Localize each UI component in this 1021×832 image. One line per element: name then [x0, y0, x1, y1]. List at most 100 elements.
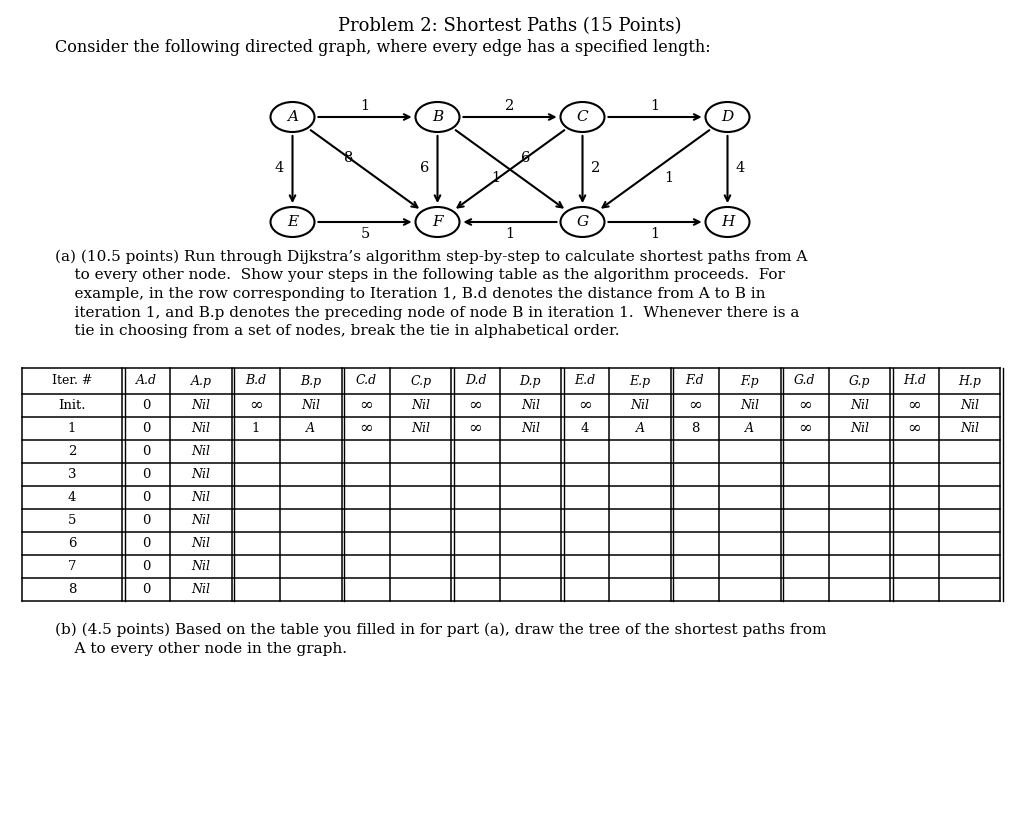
- Text: ∞: ∞: [469, 420, 483, 437]
- Text: A.d: A.d: [136, 374, 157, 388]
- Text: 8: 8: [344, 151, 353, 165]
- Text: Nil: Nil: [192, 537, 210, 550]
- Text: 7: 7: [67, 560, 77, 573]
- Ellipse shape: [561, 102, 604, 132]
- Text: 8: 8: [67, 583, 77, 596]
- Text: 6: 6: [67, 537, 77, 550]
- Text: Nil: Nil: [960, 422, 979, 435]
- Text: A.p: A.p: [191, 374, 211, 388]
- Ellipse shape: [271, 102, 314, 132]
- Text: 0: 0: [142, 560, 150, 573]
- Text: 8: 8: [691, 422, 699, 435]
- Text: E.d: E.d: [575, 374, 596, 388]
- Text: Nil: Nil: [192, 491, 210, 504]
- Text: D.p: D.p: [520, 374, 541, 388]
- Text: 1: 1: [650, 99, 660, 113]
- Text: C.d: C.d: [355, 374, 377, 388]
- Text: A: A: [745, 422, 755, 435]
- Ellipse shape: [416, 102, 459, 132]
- Text: ∞: ∞: [249, 397, 263, 414]
- Text: D: D: [722, 110, 734, 124]
- Text: 0: 0: [142, 468, 150, 481]
- Text: Nil: Nil: [850, 399, 869, 412]
- Text: E.p: E.p: [630, 374, 650, 388]
- Text: 1: 1: [665, 171, 674, 185]
- Text: 0: 0: [142, 445, 150, 458]
- Text: 4: 4: [275, 161, 284, 175]
- Text: A: A: [306, 422, 315, 435]
- Text: Nil: Nil: [850, 422, 869, 435]
- Text: ∞: ∞: [469, 397, 483, 414]
- Text: 5: 5: [360, 227, 370, 241]
- Text: Problem 2: Shortest Paths (15 Points): Problem 2: Shortest Paths (15 Points): [338, 17, 682, 35]
- Text: 2: 2: [505, 99, 515, 113]
- Text: Nil: Nil: [192, 514, 210, 527]
- Text: Iter. #: Iter. #: [52, 374, 92, 388]
- Text: Nil: Nil: [192, 422, 210, 435]
- Text: 4: 4: [581, 422, 589, 435]
- Text: H.d: H.d: [903, 374, 926, 388]
- Text: Nil: Nil: [411, 422, 430, 435]
- Text: 4: 4: [736, 161, 745, 175]
- Text: F: F: [432, 215, 443, 229]
- Text: 0: 0: [142, 422, 150, 435]
- Text: F.p: F.p: [740, 374, 760, 388]
- Text: A: A: [287, 110, 298, 124]
- Text: H.p: H.p: [958, 374, 981, 388]
- Text: to every other node.  Show your steps in the following table as the algorithm pr: to every other node. Show your steps in …: [55, 269, 785, 283]
- Text: B.d: B.d: [245, 374, 266, 388]
- Text: C.p: C.p: [410, 374, 431, 388]
- Text: 2: 2: [591, 161, 600, 175]
- Text: Nil: Nil: [192, 399, 210, 412]
- Text: 6: 6: [522, 151, 531, 165]
- Text: Nil: Nil: [192, 560, 210, 573]
- Text: 4: 4: [67, 491, 77, 504]
- Ellipse shape: [706, 207, 749, 237]
- Text: A to every other node in the graph.: A to every other node in the graph.: [55, 641, 347, 656]
- Text: 0: 0: [142, 514, 150, 527]
- Text: Nil: Nil: [411, 399, 430, 412]
- Text: 1: 1: [67, 422, 77, 435]
- Text: 2: 2: [67, 445, 77, 458]
- Ellipse shape: [706, 102, 749, 132]
- Text: Nil: Nil: [301, 399, 321, 412]
- Text: ∞: ∞: [358, 397, 373, 414]
- Text: Nil: Nil: [192, 468, 210, 481]
- Text: Nil: Nil: [740, 399, 760, 412]
- Text: G: G: [577, 215, 588, 229]
- Text: 1: 1: [650, 227, 660, 241]
- Text: 5: 5: [67, 514, 77, 527]
- Text: ∞: ∞: [797, 397, 812, 414]
- Text: Nil: Nil: [192, 583, 210, 596]
- Text: ∞: ∞: [358, 420, 373, 437]
- Text: tie in choosing from a set of nodes, break the tie in alphabetical order.: tie in choosing from a set of nodes, bre…: [55, 324, 620, 338]
- Text: Init.: Init.: [58, 399, 86, 412]
- Text: 1: 1: [505, 227, 515, 241]
- Text: A: A: [636, 422, 644, 435]
- Text: B.p: B.p: [300, 374, 322, 388]
- Text: 1: 1: [360, 99, 370, 113]
- Text: B: B: [432, 110, 443, 124]
- Text: 1: 1: [491, 171, 500, 185]
- Text: Nil: Nil: [631, 399, 649, 412]
- Text: C: C: [577, 110, 588, 124]
- Text: 1: 1: [252, 422, 260, 435]
- Text: Nil: Nil: [960, 399, 979, 412]
- Text: 0: 0: [142, 491, 150, 504]
- Text: 6: 6: [420, 161, 429, 175]
- Text: ∞: ∞: [908, 420, 921, 437]
- Text: Nil: Nil: [192, 445, 210, 458]
- Text: 0: 0: [142, 537, 150, 550]
- Text: (a) (10.5 points) Run through Dijkstra’s algorithm step-by-step to calculate sho: (a) (10.5 points) Run through Dijkstra’s…: [55, 250, 808, 265]
- Text: example, in the row corresponding to Iteration 1, B.d denotes the distance from : example, in the row corresponding to Ite…: [55, 287, 766, 301]
- Text: ∞: ∞: [797, 420, 812, 437]
- Text: D.d: D.d: [465, 374, 486, 388]
- Text: 3: 3: [67, 468, 77, 481]
- Ellipse shape: [416, 207, 459, 237]
- Text: ∞: ∞: [908, 397, 921, 414]
- Ellipse shape: [561, 207, 604, 237]
- Text: (b) (4.5 points) Based on the table you filled in for part (a), draw the tree of: (b) (4.5 points) Based on the table you …: [55, 623, 826, 637]
- Text: H: H: [721, 215, 734, 229]
- Text: iteration 1, and B.p denotes the preceding node of node B in iteration 1.  Whene: iteration 1, and B.p denotes the precedi…: [55, 305, 799, 319]
- Text: G.d: G.d: [794, 374, 816, 388]
